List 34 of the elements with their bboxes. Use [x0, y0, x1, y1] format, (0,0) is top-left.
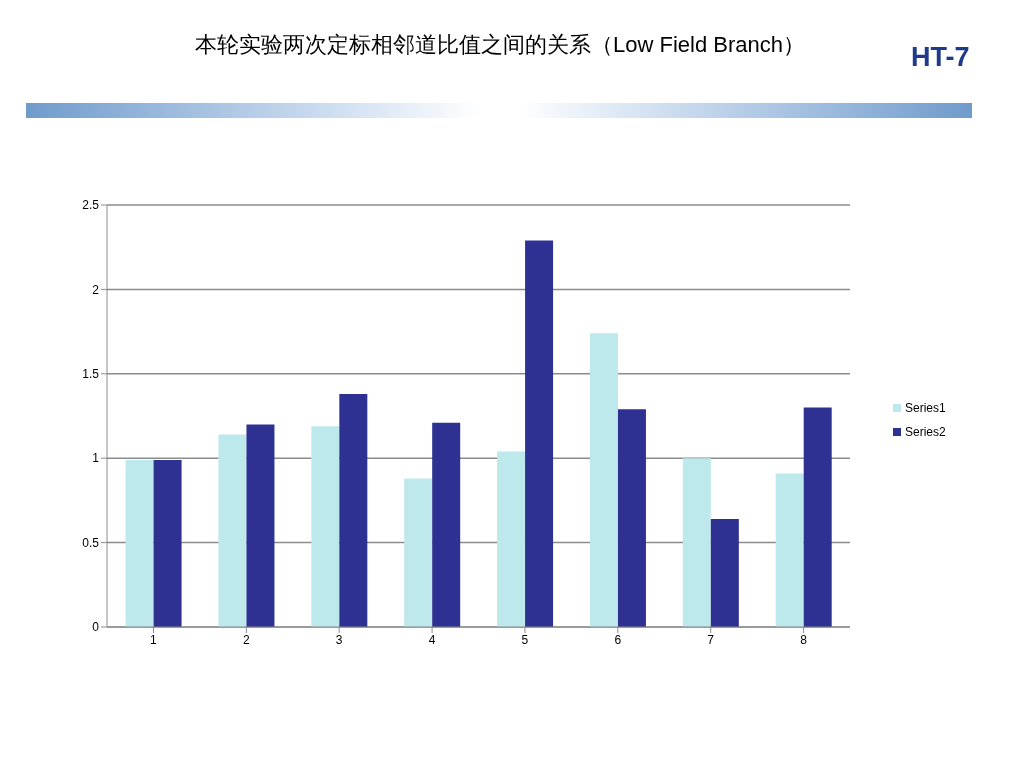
bar	[525, 240, 554, 627]
y-tick-label: 1.5	[82, 367, 100, 382]
y-tick-label: 2	[92, 282, 100, 297]
x-tick-label: 7	[707, 632, 715, 647]
bar	[617, 409, 646, 627]
bar	[803, 407, 832, 627]
bar	[153, 459, 182, 627]
legend-label: Series1	[905, 401, 946, 415]
x-tick-label: 8	[800, 632, 808, 647]
legend-label: Series2	[905, 425, 946, 439]
x-tick-label: 2	[242, 632, 250, 647]
bar	[404, 478, 433, 627]
bar	[497, 451, 526, 627]
bar	[339, 394, 368, 627]
y-tick-label: 1	[92, 451, 100, 466]
chart-title: 本轮实验两次定标相邻道比值之间的关系（Low Field Branch）	[194, 31, 806, 59]
x-tick-label: 4	[428, 632, 436, 647]
y-tick-label: 0.5	[82, 535, 100, 550]
bar	[246, 424, 275, 627]
bar	[682, 458, 711, 627]
bar	[775, 473, 804, 627]
bar	[311, 426, 340, 627]
y-tick-label: 0	[92, 620, 100, 635]
x-tick-label: 6	[614, 632, 622, 647]
bar	[125, 459, 154, 627]
bar	[432, 422, 461, 627]
bar	[589, 333, 618, 627]
x-tick-label: 3	[335, 632, 343, 647]
x-tick-label: 5	[521, 632, 529, 647]
bar	[710, 518, 739, 627]
x-tick-label: 1	[150, 632, 158, 647]
bar	[218, 434, 247, 627]
text: HT-7	[911, 42, 970, 73]
y-tick-label: 2.5	[82, 198, 100, 213]
